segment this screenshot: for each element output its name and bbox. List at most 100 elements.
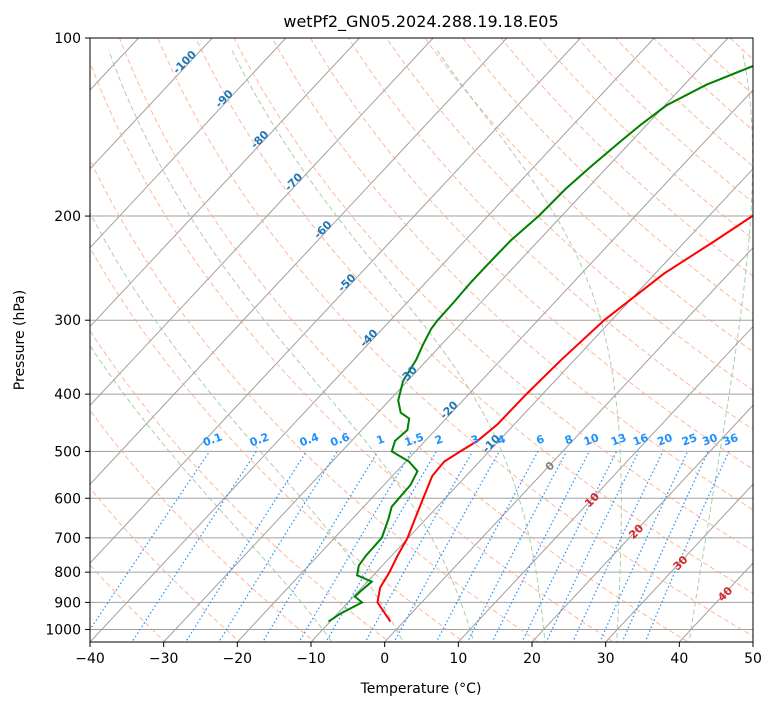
dry-adiabat-lines [90, 11, 775, 654]
mixing-ratio-label: 10 [582, 431, 601, 449]
x-axis-title: Temperature (°C) [360, 681, 482, 697]
mixing-ratio-line [262, 451, 379, 642]
mixing-ratio-label: 2 [433, 432, 445, 447]
x-tick-label: 50 [744, 651, 762, 667]
mixing-ratio-line [621, 451, 709, 642]
isotherm-label: -20 [437, 398, 460, 421]
dry-adiabat-line [347, 38, 753, 431]
y-tick-label: 800 [54, 565, 81, 581]
mixing-ratio-line [325, 451, 437, 642]
isotherm-label: 20 [626, 521, 646, 541]
dry-adiabat-line [271, 38, 753, 511]
isotherm-label: -50 [335, 271, 358, 294]
isotherm-line [90, 38, 361, 328]
plot-area: 0.1 0.2 0.4 0.6 1 1.5 2 3 4 6 8 10 13 16 20 25 30 36-100-… [90, 11, 775, 654]
mixing-ratio-label: 3 [469, 432, 481, 447]
isotherm-label: -40 [357, 326, 380, 349]
isotherm-line [604, 483, 753, 642]
mixing-ratio-line [521, 451, 618, 642]
y-tick-label: 100 [54, 31, 81, 47]
mixing-ratio-label: 25 [680, 431, 699, 448]
mixing-ratio-line [364, 451, 474, 642]
dry-adiabat-line [739, 11, 775, 654]
y-tick-label: 600 [54, 491, 81, 507]
isotherm-line [383, 246, 753, 642]
dry-adiabat-line [386, 38, 753, 391]
moist-adiabat-line [231, 50, 546, 642]
moist-adiabat-line [688, 50, 753, 642]
sounding-series [327, 64, 753, 623]
isotherm-label: -90 [213, 87, 236, 110]
y-tick-label: 200 [54, 209, 81, 225]
mixing-ratio-lines [90, 451, 730, 642]
isotherm-line [90, 38, 434, 407]
mixing-ratio-label: 0.1 [201, 430, 224, 449]
plot-frame [89, 37, 754, 643]
line-labels: 0.1 0.2 0.4 0.6 1 1.5 2 3 4 6 8 10 13 16 20 25 30 36-100-… [170, 48, 740, 604]
dry-adiabat-line [90, 409, 316, 642]
dry-adiabat-line [90, 60, 615, 642]
x-tick-label: −10 [296, 651, 326, 667]
moist-adiabat-line [108, 50, 475, 642]
isotherm-line [90, 38, 508, 486]
isotherm-label: -70 [282, 170, 305, 193]
x-tick-label: 0 [380, 651, 389, 667]
dry-adiabat-line [90, 487, 241, 642]
mixing-ratio-label: 0.6 [329, 430, 352, 449]
dry-adiabat-line [90, 246, 466, 642]
mixing-ratio-line [90, 451, 211, 631]
isotherm-line [90, 38, 582, 564]
mixing-ratio-line [572, 451, 664, 642]
mixing-ratio-line [393, 451, 500, 642]
dry-adiabat-line [119, 38, 690, 642]
mixing-ratio-line [466, 451, 568, 642]
mixing-ratio-label: 30 [701, 431, 720, 449]
dry-adiabat-line [309, 38, 753, 470]
x-tick-label: −40 [75, 651, 105, 667]
mixing-ratio-line [491, 451, 590, 642]
mixing-ratio-line [298, 451, 413, 642]
x-tick-label: 10 [449, 651, 467, 667]
y-axis-ticks: 1000 900 800 700 600 500 400 300 200 100 [45, 31, 90, 638]
y-tick-label: 700 [54, 531, 81, 547]
dry-adiabat-line [233, 38, 753, 552]
mixing-ratio-line [599, 451, 689, 642]
moist-adiabat-line [90, 344, 333, 642]
dry-adiabat-line [90, 158, 540, 642]
mixing-ratio-label: 1.5 [403, 430, 426, 449]
isotherm-line [310, 168, 753, 642]
dry-adiabat-line [90, 329, 391, 642]
moist-adiabat-lines [90, 50, 753, 642]
mixing-ratio-label: 6 [534, 432, 546, 447]
mixing-ratio-label: 0.2 [248, 430, 271, 449]
isotherm-line [90, 38, 655, 642]
x-tick-label: −20 [223, 651, 253, 667]
y-tick-label: 400 [54, 387, 81, 403]
mixing-ratio-line [644, 451, 730, 642]
sounding-profile-line [376, 214, 753, 623]
isotherm-label: -30 [397, 363, 420, 386]
dry-adiabat-line [462, 38, 753, 315]
moist-adiabat-line [90, 211, 404, 642]
dry-adiabat-line [576, 38, 753, 203]
isotherm-line [236, 89, 753, 642]
y-tick-label: 300 [54, 313, 81, 329]
mixing-ratio-line [218, 451, 338, 642]
y-axis-title: Pressure (hPa) [12, 290, 28, 390]
isotherm-label: 40 [715, 584, 735, 604]
mixing-ratio-label: 13 [609, 431, 628, 448]
dry-adiabat-line [614, 38, 753, 167]
isotherm-line [90, 38, 287, 249]
y-tick-label: 500 [54, 444, 81, 460]
isotherm-label: 30 [671, 553, 691, 573]
dry-adiabat-line [729, 38, 753, 60]
chart-title: wetPf2_GN05.2024.288.19.18.E05 [283, 12, 558, 32]
dry-adiabat-line [157, 38, 753, 637]
isotherm-line [90, 38, 213, 170]
x-tick-label: 40 [670, 651, 688, 667]
moist-adiabat-line [436, 50, 622, 642]
isotherm-line [457, 325, 753, 642]
sounding-profile-line [327, 64, 753, 623]
mixing-ratio-label: 1 [375, 432, 387, 447]
